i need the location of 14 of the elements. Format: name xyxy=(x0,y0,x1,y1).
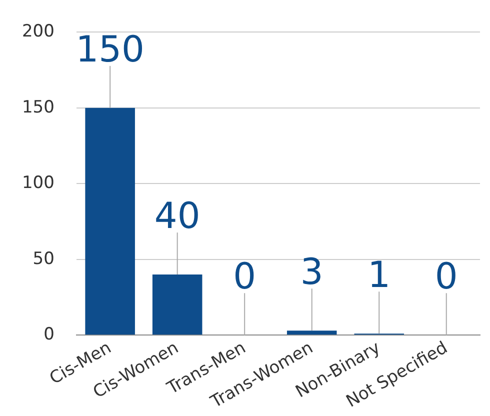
data-label: 40 xyxy=(154,196,200,237)
y-tick-label: 50 xyxy=(32,248,54,269)
y-tick-label: 200 xyxy=(22,22,54,42)
data-label: 3 xyxy=(300,252,324,293)
y-tick-label: 0 xyxy=(44,324,54,345)
data-label: 0 xyxy=(434,256,458,298)
data-label: 1 xyxy=(368,254,391,296)
data-label: 150 xyxy=(76,29,144,70)
bar xyxy=(152,274,202,335)
bar xyxy=(286,330,337,335)
y-tick-label: 150 xyxy=(22,97,54,118)
bar xyxy=(85,108,135,335)
y-tick-label: 100 xyxy=(22,173,54,194)
data-label: 0 xyxy=(233,256,256,298)
